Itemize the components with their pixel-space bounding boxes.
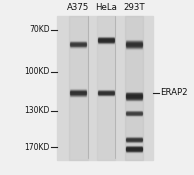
Bar (126, 99, 142, 100)
Bar (126, 138, 142, 139)
Bar (126, 96, 142, 97)
Bar (126, 92, 142, 93)
Bar (126, 114, 142, 115)
Bar (126, 95, 142, 96)
Text: 130KD: 130KD (24, 106, 50, 115)
Bar (126, 93, 142, 94)
Bar (125, 16, 143, 160)
Bar (97, 16, 115, 160)
Bar (126, 98, 142, 99)
Text: 293T: 293T (123, 3, 145, 12)
Bar (126, 43, 142, 44)
Bar (126, 113, 142, 114)
Bar (126, 44, 142, 45)
Text: 170KD: 170KD (24, 143, 50, 152)
Bar (126, 46, 142, 47)
Bar (126, 48, 142, 49)
Text: 70KD: 70KD (29, 26, 50, 34)
Bar (126, 97, 142, 98)
Bar (70, 95, 86, 96)
Text: A375: A375 (67, 3, 89, 12)
Bar (126, 115, 142, 116)
Bar (98, 43, 114, 44)
Bar (126, 141, 142, 142)
Bar (98, 91, 114, 92)
Bar (70, 92, 86, 93)
Bar (98, 38, 114, 39)
Bar (70, 94, 86, 95)
Bar (98, 37, 114, 38)
Bar (126, 148, 142, 149)
Bar (126, 47, 142, 48)
Bar (98, 42, 114, 43)
Bar (98, 93, 114, 94)
Bar (126, 151, 142, 152)
Bar (126, 41, 142, 42)
Bar (70, 89, 86, 90)
Text: HeLa: HeLa (95, 3, 117, 12)
Bar (126, 94, 142, 95)
Bar (70, 93, 86, 94)
Text: 100KD: 100KD (24, 67, 50, 76)
Bar (126, 147, 142, 148)
Bar (70, 90, 86, 91)
Bar (126, 149, 142, 150)
Bar (57, 16, 153, 160)
Bar (98, 41, 114, 42)
Bar (126, 45, 142, 46)
Bar (70, 45, 86, 46)
Bar (70, 42, 86, 43)
Bar (98, 95, 114, 96)
Bar (69, 16, 88, 160)
Bar (126, 40, 142, 41)
Bar (126, 100, 142, 101)
Bar (126, 137, 142, 138)
Bar (126, 42, 142, 43)
Bar (70, 44, 86, 45)
Bar (70, 96, 86, 97)
Bar (70, 47, 86, 48)
Bar (126, 146, 142, 147)
Bar (70, 43, 86, 44)
Bar (98, 39, 114, 40)
Bar (126, 140, 142, 141)
Bar (70, 41, 86, 42)
Bar (70, 91, 86, 92)
Bar (126, 139, 142, 140)
Bar (98, 90, 114, 91)
Text: ERAP2: ERAP2 (160, 88, 188, 97)
Bar (98, 94, 114, 95)
Bar (98, 92, 114, 93)
Bar (70, 46, 86, 47)
Bar (126, 112, 142, 113)
Bar (126, 111, 142, 112)
Bar (98, 40, 114, 41)
Bar (126, 150, 142, 151)
